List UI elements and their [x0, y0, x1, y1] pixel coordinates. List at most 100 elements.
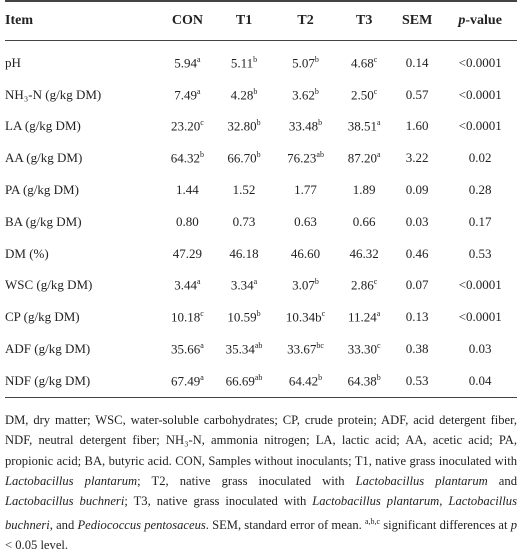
table-cell: 3.07b — [274, 270, 338, 302]
cell-superscript: b — [376, 372, 381, 382]
text-segment: significant differences at — [380, 517, 511, 532]
cell-value: 3.62 — [292, 86, 315, 102]
cell-value: 5.07 — [292, 55, 315, 71]
cell-value: 33.48 — [288, 118, 319, 134]
table-cell: 23.20c — [161, 111, 215, 143]
text-segment: Lactobacillus plantarum — [355, 473, 488, 488]
table-cell: 0.80 — [161, 206, 215, 238]
text-segment: , and — [49, 517, 78, 532]
cell-superscript: c — [200, 309, 204, 319]
cell-text: BA (g/kg DM) — [5, 213, 82, 229]
table-cell: 66.70b — [214, 142, 273, 174]
table-cell: 0.46 — [391, 238, 443, 270]
cell-value: <0.0001 — [458, 118, 502, 134]
cell-superscript: b — [314, 277, 319, 287]
text-segment: Lactobacillus buchneri — [5, 494, 125, 509]
table-cell: 3.22 — [391, 142, 443, 174]
cell-value: 0.07 — [405, 277, 429, 293]
cell-value: 38.51 — [347, 118, 378, 134]
cell-superscript: a — [376, 309, 381, 319]
cell-value: 66.69 — [225, 373, 255, 389]
cell-superscript: b — [253, 86, 258, 96]
text-segment: T1 — [235, 13, 253, 28]
cell-value: 64.32 — [170, 150, 201, 166]
table-cell: 64.32b — [161, 142, 215, 174]
table-cell: 0.07 — [391, 270, 443, 302]
table-cell: 5.07b — [274, 41, 338, 79]
cell-text: pH — [5, 54, 21, 70]
table-cell: 33.30c — [337, 333, 391, 365]
cell-superscript: ab — [316, 150, 324, 160]
table-cell: 46.60 — [274, 238, 338, 270]
cell-value: 87.20 — [347, 150, 378, 166]
table-cell: 35.66a — [161, 333, 215, 365]
table-cell: 2.86c — [337, 270, 391, 302]
table-cell: 66.69ab — [214, 365, 273, 397]
table-cell: <0.0001 — [443, 79, 517, 111]
header-row: Item CON T1 T2 T3 SEM p-value — [5, 1, 517, 41]
cell-superscript: a — [197, 86, 201, 96]
cell-superscript: b — [318, 372, 323, 382]
row-label: NDF (g/kg DM) — [5, 365, 161, 397]
row-label: NH₃-N (g/kg DM) — [5, 79, 161, 111]
cell-value: 1.89 — [352, 182, 376, 198]
cell-superscript: b — [256, 118, 261, 128]
cell-value: 0.28 — [468, 182, 492, 198]
cell-superscript: c — [373, 277, 378, 287]
text-segment: CON — [171, 13, 203, 28]
table-row: AA (g/kg DM) 64.32b 66.70b 76.23ab 87.20a 3.2… — [5, 142, 517, 174]
cell-superscript: a — [253, 277, 258, 287]
table-cell: 3.34a — [214, 270, 273, 302]
cell-value: 0.73 — [232, 213, 256, 229]
cell-text: CP (g/kg DM) — [5, 309, 80, 325]
table-cell: 0.38 — [391, 333, 443, 365]
cell-value: 3.34 — [230, 277, 254, 293]
cell-value: 10.59 — [227, 309, 257, 325]
table-cell: 0.03 — [391, 206, 443, 238]
cell-value: 0.02 — [468, 150, 492, 166]
table-cell: 0.14 — [391, 41, 443, 79]
cell-value: 10.34b — [285, 309, 322, 325]
cell-value: 0.38 — [405, 341, 429, 357]
table-row: NDF (g/kg DM) 67.49a 66.69ab 64.42b 64.38b 0.… — [5, 365, 517, 398]
cell-value: 35.34 — [225, 341, 255, 357]
cell-text: AA (g/kg DM) — [5, 150, 83, 166]
row-label: PA (g/kg DM) — [5, 174, 161, 206]
table-cell: 67.49a — [161, 365, 215, 397]
cell-superscript: c — [321, 309, 326, 319]
cell-value: 7.49 — [174, 86, 198, 102]
table-cell: 1.77 — [274, 174, 338, 206]
header-cell: SEM — [391, 1, 444, 41]
cell-value: 1.44 — [176, 182, 199, 198]
cell-value: 0.66 — [352, 213, 376, 229]
table-cell: 10.18c — [161, 301, 215, 333]
cell-value: 0.53 — [405, 372, 429, 388]
table-row: BA (g/kg DM) 0.80 0.73 0.63 0.66 0.03 0.17 — [5, 206, 517, 238]
text-segment: , — [439, 494, 449, 509]
table-cell: 10.34bc — [274, 301, 338, 333]
table-cell: 0.13 — [391, 301, 443, 333]
table-cell: 87.20a — [337, 142, 391, 174]
table-row: CP (g/kg DM) 10.18c 10.59b 10.34bc 11.24a 0.1… — [5, 301, 517, 333]
row-label: AA (g/kg DM) — [5, 142, 161, 174]
cell-value: 3.07 — [292, 277, 315, 293]
cell-value: 23.20 — [171, 118, 201, 134]
table-cell: 7.49a — [161, 79, 215, 111]
table-cell: 0.02 — [443, 142, 517, 174]
cell-value: 64.38 — [347, 373, 377, 389]
table-cell: 0.73 — [214, 206, 273, 238]
table-cell: 46.32 — [337, 238, 391, 270]
cell-superscript: c — [373, 54, 378, 64]
cell-text: LA (g/kg DM) — [5, 118, 81, 134]
cell-value: 76.23 — [287, 150, 317, 166]
cell-value: 0.04 — [468, 372, 492, 388]
header-cell: p-value — [443, 1, 517, 41]
table-cell: 0.17 — [443, 206, 517, 238]
table-cell: 5.94a — [161, 41, 215, 79]
text-segment: . SEM, standard error of mean. — [205, 517, 365, 532]
cell-value: 11.24 — [348, 309, 377, 325]
table-row: WSC (g/kg DM) 3.44a 3.34a 3.07b 2.86c 0.07 <0.… — [5, 270, 517, 302]
table-cell: 10.59b — [214, 301, 273, 333]
table-cell: <0.0001 — [443, 111, 517, 143]
cell-value: <0.0001 — [458, 86, 502, 102]
